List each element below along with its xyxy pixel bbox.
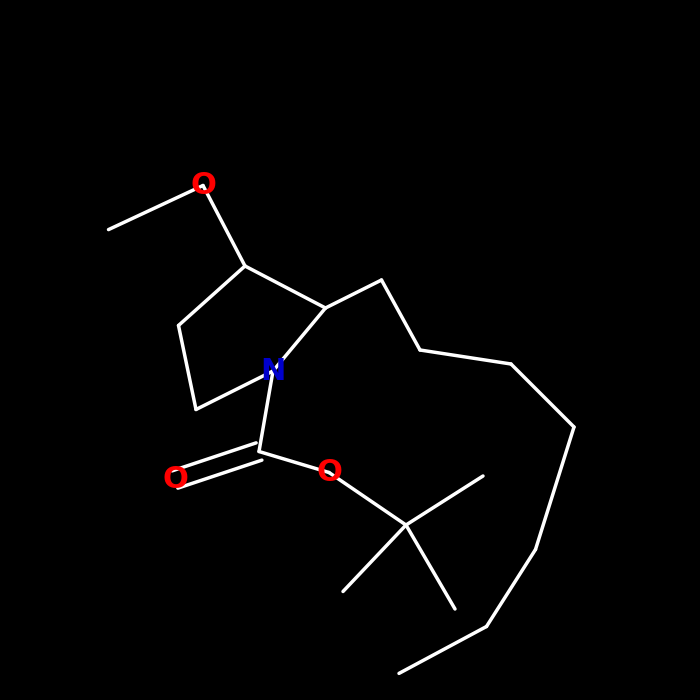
Text: O: O [190,171,216,200]
Text: N: N [260,356,286,386]
Text: O: O [162,465,188,494]
Text: O: O [316,458,342,487]
